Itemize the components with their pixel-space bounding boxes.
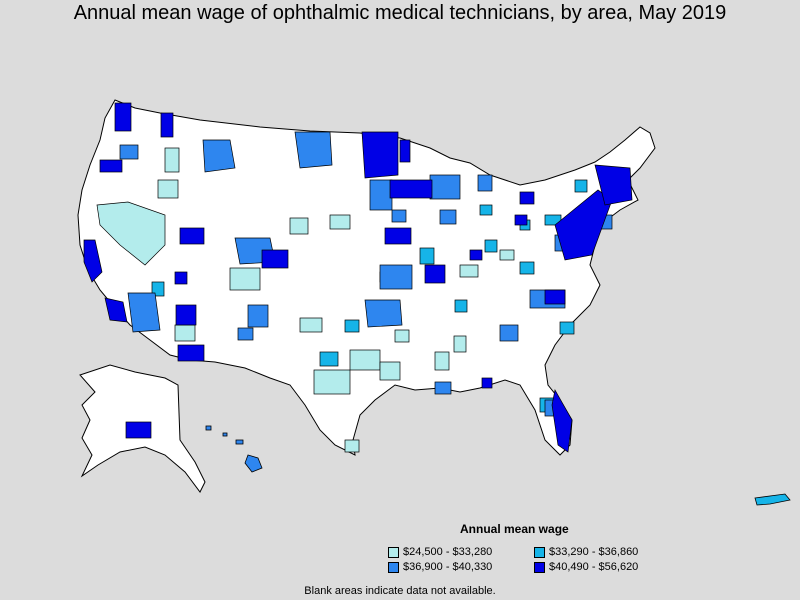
legend-label-4: $40,490 - $56,620 [549,561,639,573]
contiguous-us-land [77,99,656,456]
map-title: Annual mean wage of ophthalmic medical t… [73,2,727,24]
hawaii-islands [205,425,263,473]
legend-label-3: $36,900 - $40,330 [403,561,493,573]
legend-label-2: $33,290 - $36,860 [549,546,639,558]
legend-label-1: $24,500 - $33,280 [403,546,493,558]
legend-swatch-2 [534,546,545,558]
legend-swatch-4 [534,561,545,573]
legend-swatch-1 [388,546,399,558]
legend-swatch-3 [388,561,399,573]
puerto-rico [754,493,791,506]
legend-item-4: $40,490 - $56,620 [534,561,638,573]
legend-item-1: $24,500 - $33,280 [388,546,492,558]
data-availability-note: Blank areas indicate data not available. [304,585,496,597]
legend-item-3: $36,900 - $40,330 [388,561,492,573]
legend-title: Annual mean wage [460,522,569,536]
legend-item-2: $33,290 - $36,860 [534,546,638,558]
